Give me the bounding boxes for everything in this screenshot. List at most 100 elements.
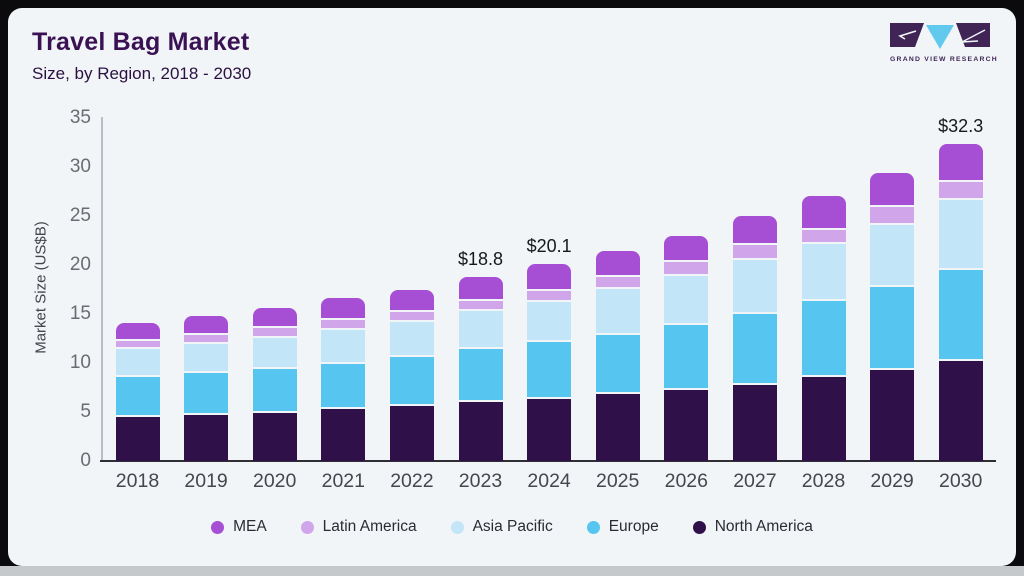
legend-dot-icon xyxy=(450,520,464,534)
segment-mea[interactable] xyxy=(321,298,366,318)
segment-mea[interactable] xyxy=(458,276,503,300)
segment-mea[interactable] xyxy=(527,264,572,289)
segment-latin-america[interactable] xyxy=(870,207,915,223)
legend-item-north-america[interactable]: North America xyxy=(692,518,813,536)
segment-europe[interactable] xyxy=(184,372,229,413)
segment-north-america[interactable] xyxy=(389,406,434,461)
segment-mea[interactable] xyxy=(938,144,983,180)
bar-2030[interactable] xyxy=(938,144,983,461)
segment-latin-america[interactable] xyxy=(184,334,229,343)
legend-dot-icon xyxy=(300,520,314,534)
segment-north-america[interactable] xyxy=(595,394,640,461)
segment-mea[interactable] xyxy=(732,216,777,244)
segment-europe[interactable] xyxy=(664,324,709,388)
segment-north-america[interactable] xyxy=(458,402,503,461)
segment-latin-america[interactable] xyxy=(321,319,366,328)
segment-north-america[interactable] xyxy=(801,376,846,461)
segment-north-america[interactable] xyxy=(870,369,915,461)
legend-item-mea[interactable]: MEA xyxy=(211,518,267,536)
y-tick-label: 5 xyxy=(80,401,91,422)
legend-dot-icon xyxy=(211,520,225,534)
segment-latin-america[interactable] xyxy=(938,181,983,199)
legend-item-latin-america[interactable]: Latin America xyxy=(300,518,417,536)
segment-latin-america[interactable] xyxy=(527,290,572,301)
legend-label: Latin America xyxy=(322,518,417,535)
bar-total-label-2030: $32.3 xyxy=(938,116,984,137)
segment-north-america[interactable] xyxy=(527,399,572,461)
segment-latin-america[interactable] xyxy=(595,276,640,287)
segment-north-america[interactable] xyxy=(184,414,229,461)
bar-2027[interactable] xyxy=(732,216,777,461)
segment-europe[interactable] xyxy=(115,376,160,415)
y-tick-label: 35 xyxy=(69,107,91,128)
segment-europe[interactable] xyxy=(252,368,297,412)
x-tick-label-2021: 2021 xyxy=(321,470,365,492)
segment-europe[interactable] xyxy=(938,269,983,360)
segment-north-america[interactable] xyxy=(252,413,297,461)
bar-total-label-2023: $18.8 xyxy=(457,248,504,269)
segment-latin-america[interactable] xyxy=(252,327,297,336)
segment-asia-pacific[interactable] xyxy=(527,302,572,341)
segment-asia-pacific[interactable] xyxy=(732,260,777,313)
grand-view-research-logo: GRAND VIEW RESEARCH xyxy=(890,22,998,70)
segment-asia-pacific[interactable] xyxy=(389,321,434,356)
segment-europe[interactable] xyxy=(595,334,640,393)
bar-2025[interactable] xyxy=(595,251,640,461)
segment-asia-pacific[interactable] xyxy=(458,311,503,348)
segment-europe[interactable] xyxy=(801,301,846,375)
segment-north-america[interactable] xyxy=(115,416,160,461)
bar-2019[interactable] xyxy=(184,315,229,461)
segment-europe[interactable] xyxy=(870,286,915,368)
bar-2028[interactable] xyxy=(801,196,846,461)
segment-latin-america[interactable] xyxy=(801,229,846,243)
segment-mea[interactable] xyxy=(664,235,709,261)
segment-mea[interactable] xyxy=(389,289,434,311)
segment-mea[interactable] xyxy=(252,308,297,326)
segment-mea[interactable] xyxy=(801,196,846,228)
segment-asia-pacific[interactable] xyxy=(664,275,709,323)
segment-asia-pacific[interactable] xyxy=(595,288,640,333)
segment-mea[interactable] xyxy=(184,315,229,333)
segment-latin-america[interactable] xyxy=(115,340,160,348)
segment-europe[interactable] xyxy=(321,364,366,408)
segment-asia-pacific[interactable] xyxy=(321,329,366,363)
segment-europe[interactable] xyxy=(527,342,572,398)
segment-asia-pacific[interactable] xyxy=(801,244,846,300)
segment-asia-pacific[interactable] xyxy=(115,349,160,375)
bar-2021[interactable] xyxy=(321,298,366,461)
legend-label: MEA xyxy=(233,518,267,535)
legend-dot-icon xyxy=(586,520,600,534)
segment-asia-pacific[interactable] xyxy=(252,337,297,367)
segment-europe[interactable] xyxy=(458,349,503,401)
legend-dot-icon xyxy=(692,520,706,534)
bar-2018[interactable] xyxy=(115,322,160,461)
bar-2020[interactable] xyxy=(252,308,297,461)
segment-mea[interactable] xyxy=(870,172,915,206)
legend-item-asia-pacific[interactable]: Asia Pacific xyxy=(450,518,553,536)
bar-2022[interactable] xyxy=(389,289,434,461)
x-tick-label-2018: 2018 xyxy=(115,470,160,492)
segment-north-america[interactable] xyxy=(732,384,777,461)
logo-caption: GRAND VIEW RESEARCH xyxy=(890,56,998,63)
segment-latin-america[interactable] xyxy=(458,301,503,310)
segment-north-america[interactable] xyxy=(664,389,709,461)
segment-mea[interactable] xyxy=(115,322,160,339)
bar-2029[interactable] xyxy=(870,172,915,461)
segment-asia-pacific[interactable] xyxy=(870,224,915,285)
page-subtitle: Size, by Region, 2018 - 2030 xyxy=(32,64,252,83)
x-tick-label-2022: 2022 xyxy=(390,470,434,492)
segment-asia-pacific[interactable] xyxy=(184,344,229,371)
legend-item-europe[interactable]: Europe xyxy=(586,518,659,536)
segment-europe[interactable] xyxy=(389,357,434,405)
segment-north-america[interactable] xyxy=(938,361,983,461)
bar-2026[interactable] xyxy=(664,235,709,461)
segment-north-america[interactable] xyxy=(321,409,366,461)
bar-2024[interactable] xyxy=(527,264,572,461)
segment-latin-america[interactable] xyxy=(732,245,777,259)
segment-mea[interactable] xyxy=(595,251,640,275)
segment-asia-pacific[interactable] xyxy=(938,200,983,268)
segment-latin-america[interactable] xyxy=(664,262,709,274)
segment-latin-america[interactable] xyxy=(389,312,434,320)
bar-2023[interactable] xyxy=(458,276,503,461)
segment-europe[interactable] xyxy=(732,314,777,383)
